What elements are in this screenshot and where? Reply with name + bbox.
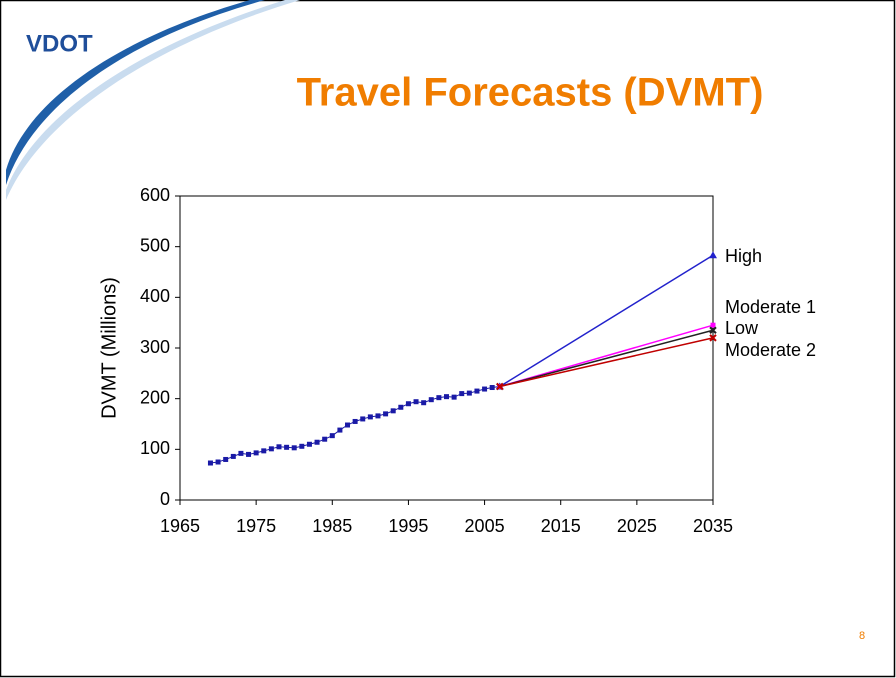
marker xyxy=(261,448,267,454)
x-tick-label: 1995 xyxy=(388,516,428,536)
marker xyxy=(276,444,282,450)
marker xyxy=(345,422,351,428)
marker xyxy=(230,453,236,459)
marker xyxy=(375,413,381,419)
marker xyxy=(444,394,449,400)
marker xyxy=(299,443,305,449)
series-label: Moderate 2 xyxy=(725,340,816,360)
x-tick-label: 1965 xyxy=(160,516,200,536)
marker xyxy=(207,460,213,466)
series-label: High xyxy=(725,246,762,266)
marker xyxy=(709,334,717,342)
y-tick-label: 300 xyxy=(140,337,170,357)
marker xyxy=(383,411,389,417)
marker xyxy=(238,450,244,456)
marker xyxy=(352,418,358,424)
marker xyxy=(215,459,221,465)
y-tick-label: 0 xyxy=(160,489,170,509)
marker xyxy=(489,385,495,391)
y-tick-label: 100 xyxy=(140,438,170,458)
marker xyxy=(291,445,297,451)
marker xyxy=(253,450,259,456)
y-tick-label: 200 xyxy=(140,387,170,407)
marker xyxy=(436,395,442,401)
x-tick-label: 2025 xyxy=(617,516,657,536)
marker xyxy=(360,416,366,422)
marker xyxy=(329,433,335,439)
marker xyxy=(474,388,480,394)
series-label: Moderate 1 xyxy=(725,297,816,317)
marker xyxy=(284,444,290,450)
series-line xyxy=(499,329,714,388)
x-tick-label: 2005 xyxy=(465,516,505,536)
marker xyxy=(451,394,457,400)
series-label: Low xyxy=(725,318,759,338)
marker xyxy=(223,456,229,462)
x-tick-label: 2035 xyxy=(693,516,733,536)
marker xyxy=(314,439,320,445)
series-line xyxy=(499,324,714,388)
marker xyxy=(466,390,472,396)
y-tick-label: 600 xyxy=(140,185,170,205)
y-tick-label: 500 xyxy=(140,235,170,255)
marker xyxy=(709,326,717,334)
page-number: 8 xyxy=(859,630,865,642)
series-line xyxy=(499,337,714,388)
marker xyxy=(390,408,396,414)
marker xyxy=(482,386,488,392)
marker xyxy=(367,414,373,420)
x-tick-label: 1985 xyxy=(312,516,352,536)
marker xyxy=(413,399,419,405)
x-tick-label: 1975 xyxy=(236,516,276,536)
y-tick-label: 400 xyxy=(140,286,170,306)
marker xyxy=(246,451,252,457)
slide-title: Travel Forecasts (DVMT) xyxy=(297,71,764,115)
marker xyxy=(322,436,328,442)
marker xyxy=(710,322,716,328)
marker xyxy=(421,400,427,406)
marker xyxy=(268,446,274,452)
marker xyxy=(428,397,434,403)
marker xyxy=(398,404,404,410)
marker xyxy=(496,382,504,391)
x-tick-label: 2015 xyxy=(541,516,581,536)
marker xyxy=(337,427,343,433)
logo: VDOT xyxy=(26,30,93,57)
marker xyxy=(405,401,411,407)
marker xyxy=(709,251,717,259)
y-axis-label: DVMT (Millions) xyxy=(98,277,120,419)
marker xyxy=(459,391,465,397)
series-line xyxy=(499,254,714,388)
marker xyxy=(306,441,312,447)
